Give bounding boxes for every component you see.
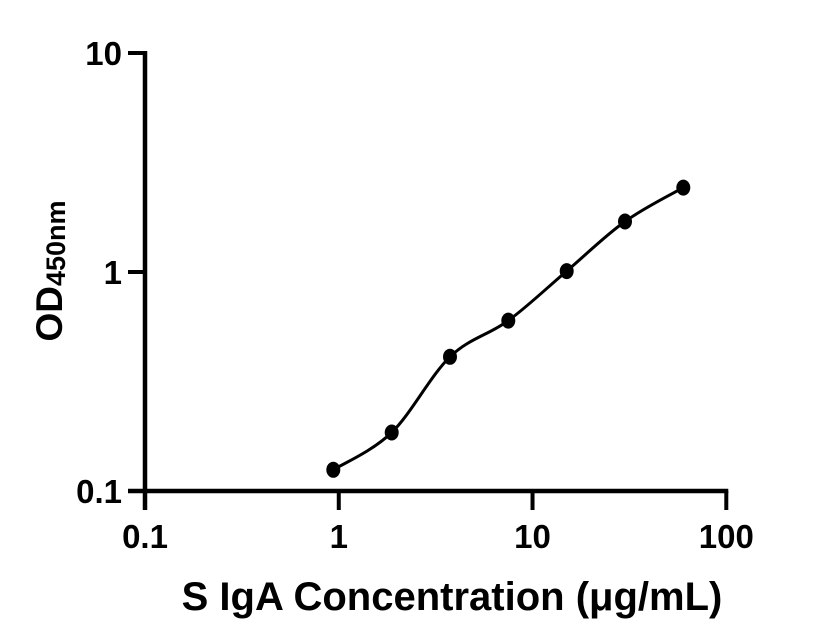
- data-point-15: [559, 263, 574, 280]
- y-tick-label-1: 1: [104, 254, 122, 291]
- axis-tick-labels: 0.1 1 10 100 0.1 1 10: [76, 35, 754, 555]
- fitted-curve-layer: [332, 186, 685, 472]
- x-tick-label-10: 10: [514, 518, 551, 555]
- y-axis-title-main: OD: [29, 286, 70, 342]
- x-tick-label-1: 1: [330, 518, 348, 555]
- y-axis-title: OD450nm: [29, 200, 71, 341]
- data-point-7.5: [501, 312, 516, 329]
- axes: [128, 51, 729, 510]
- x-tick-label-100: 100: [699, 518, 754, 555]
- x-tick-label-0.1: 0.1: [122, 518, 168, 555]
- data-point-0.9375: [326, 461, 341, 478]
- x-axis-title: S IgA Concentration (μg/mL): [182, 575, 723, 619]
- data-point-30: [618, 213, 632, 230]
- fitted-curve: [332, 186, 685, 472]
- y-tick-label-10: 10: [85, 35, 122, 72]
- data-points-layer: [326, 179, 691, 478]
- data-point-1.875: [384, 424, 399, 441]
- data-point-60: [676, 179, 691, 196]
- axis-ticks: [128, 51, 729, 510]
- y-axis-title-subscript: 450nm: [41, 200, 71, 286]
- data-point-3.75: [443, 348, 457, 365]
- y-tick-label-0.1: 0.1: [76, 473, 122, 510]
